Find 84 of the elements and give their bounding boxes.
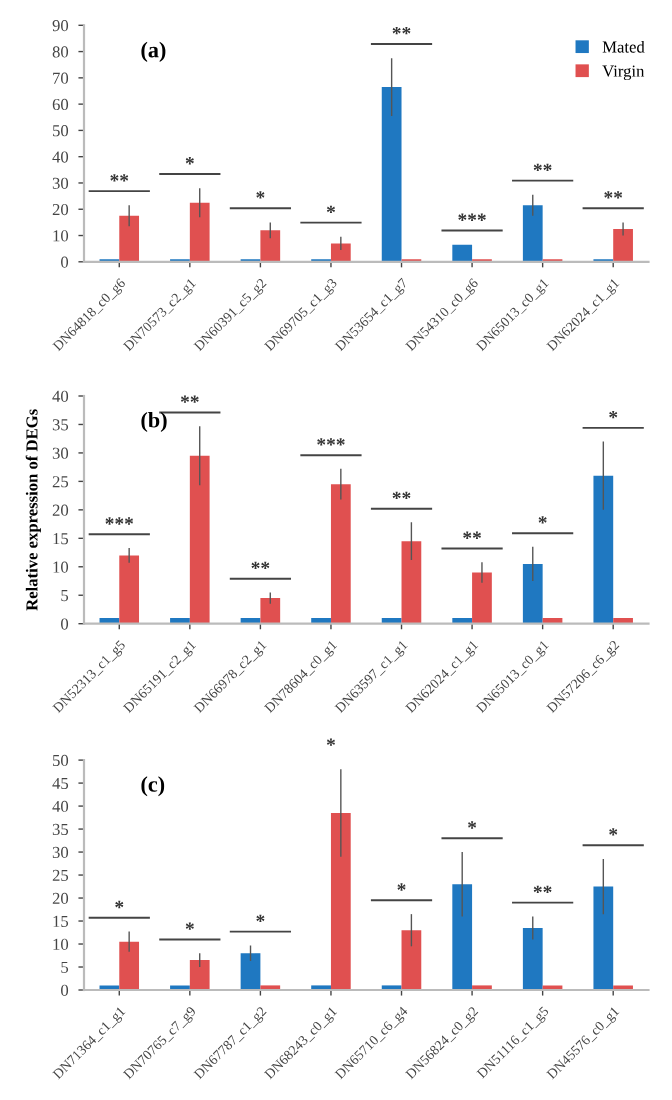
bar [119, 215, 140, 262]
y-tick-label: 50 [53, 125, 69, 137]
bar [593, 886, 614, 990]
bar [401, 541, 422, 624]
y-tick-label: 40 [52, 800, 69, 813]
bar [522, 927, 543, 990]
bar [330, 243, 351, 262]
y-tick-label: 20 [52, 892, 69, 904]
bar [613, 228, 633, 262]
y-tick-label: 15 [53, 915, 69, 927]
annotation: * [609, 410, 618, 419]
bar [330, 484, 351, 624]
annotation: ** [392, 26, 411, 35]
y-tick-label: 60 [52, 98, 69, 111]
text: (c) [141, 776, 165, 797]
annotation: ** [392, 491, 411, 500]
bar [452, 244, 473, 262]
annotation: * [538, 516, 547, 524]
text: * [326, 738, 336, 746]
y-tick-label: 25 [52, 476, 69, 488]
bar [189, 202, 210, 262]
annotation: ** [180, 395, 199, 403]
annotation: ** [533, 163, 552, 171]
y-tick-label: 40 [52, 151, 69, 163]
y-tick-label: 20 [52, 504, 69, 516]
annotation: * [256, 191, 265, 199]
bar [189, 960, 210, 990]
annotation: * [185, 922, 194, 930]
annotation: * [609, 828, 618, 836]
y-tick-label: 40 [52, 390, 69, 402]
bar [330, 812, 351, 990]
text: (a) [141, 41, 166, 63]
annotation: * [326, 205, 336, 214]
annotation: ** [533, 885, 552, 893]
annotation: ** [251, 561, 270, 570]
y-tick-label: 10 [53, 230, 69, 242]
y-tick-label: 5 [61, 590, 69, 602]
annotation: ** [110, 174, 129, 182]
y-tick-label: 30 [52, 846, 69, 859]
bar [381, 87, 402, 262]
annotation: * [256, 914, 265, 922]
bar [240, 953, 261, 990]
y-tick-label: 10 [53, 938, 69, 950]
annotation: ** [463, 531, 481, 539]
bar [522, 563, 543, 624]
annotation: *** [105, 517, 134, 525]
y-tick-label: 30 [52, 177, 69, 189]
y-axis-title: Relative expression of DEGs [25, 409, 41, 611]
y-tick-label: 50 [53, 754, 69, 767]
y-tick-label: 0 [61, 618, 69, 630]
bar [593, 475, 614, 624]
y-tick-label: 35 [52, 419, 69, 431]
annotation: * [468, 821, 477, 829]
y-tick-label: 10 [53, 561, 69, 573]
bar [119, 555, 140, 624]
legend-label: Virgin [602, 65, 645, 81]
text: (b) [141, 411, 167, 433]
annotation: *** [458, 213, 486, 221]
bar [260, 230, 281, 262]
bar [189, 455, 210, 624]
bar [119, 941, 140, 990]
bar [472, 572, 492, 624]
bar [452, 884, 473, 990]
y-tick-label: 0 [61, 984, 69, 996]
y-tick-label: 20 [52, 203, 69, 216]
y-tick-label: 25 [52, 869, 69, 881]
y-tick-label: 80 [52, 46, 69, 58]
legend-label: Mated [602, 40, 645, 53]
y-tick-label: 30 [52, 447, 69, 459]
annotation: *** [317, 438, 345, 446]
annotation: * [115, 900, 124, 909]
annotation: ** [604, 191, 623, 199]
y-tick-label: 45 [52, 777, 69, 790]
y-tick-label: 5 [61, 961, 69, 973]
annotation: * [397, 883, 406, 891]
y-tick-label: 0 [61, 256, 69, 268]
bar [401, 930, 422, 990]
y-tick-label: 70 [53, 72, 69, 84]
y-tick-label: 15 [53, 533, 69, 545]
bar [522, 205, 543, 262]
y-tick-label: 35 [52, 823, 69, 836]
bar [260, 598, 281, 624]
annotation: * [185, 157, 194, 165]
y-tick-label: 90 [52, 20, 69, 32]
